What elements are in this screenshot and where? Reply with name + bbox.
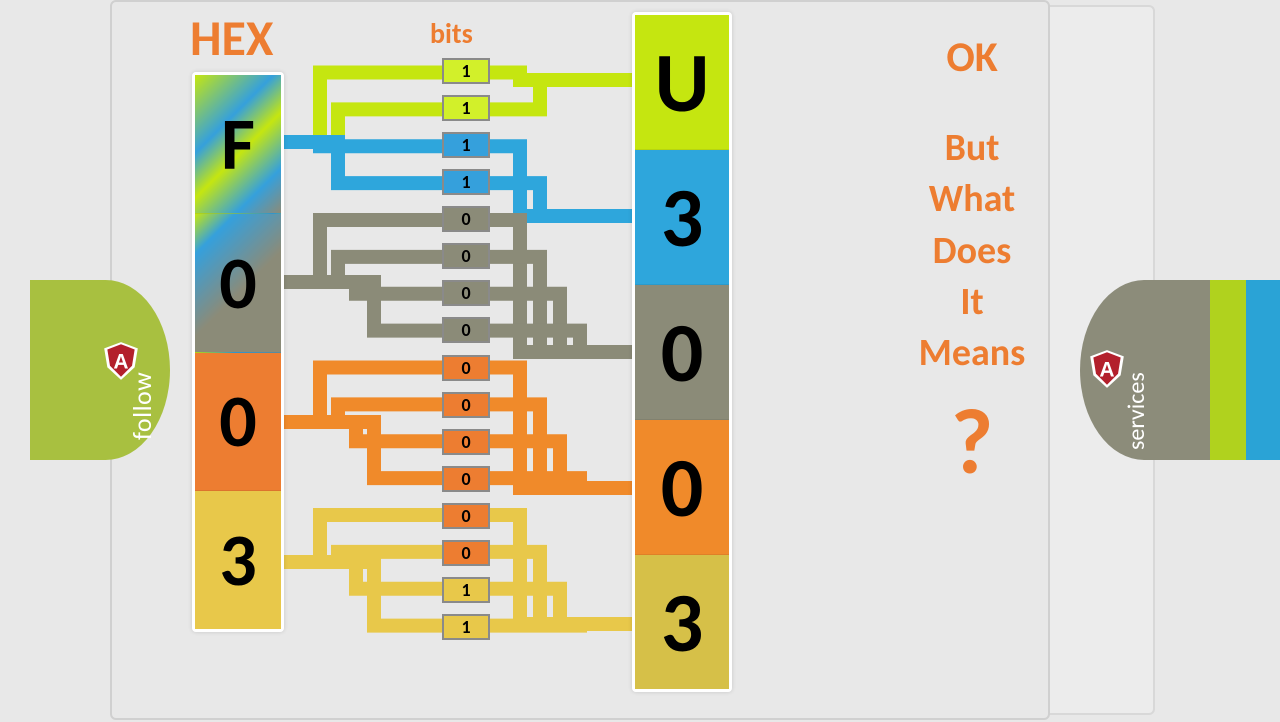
- cell: 0: [635, 420, 729, 555]
- caption-line: But: [832, 123, 1112, 174]
- bit-cell: 0: [442, 206, 490, 232]
- caption-line: What: [832, 174, 1112, 225]
- svg-text:A: A: [1099, 358, 1114, 381]
- caption-line: Means: [832, 328, 1112, 379]
- bit-cell: 1: [442, 614, 490, 640]
- caption-text: OK ButWhatDoesItMeans ?: [832, 32, 1112, 498]
- bit-cell: 0: [442, 466, 490, 492]
- cell: F: [195, 75, 281, 214]
- cell: 0: [195, 353, 281, 492]
- left-tab[interactable]: A follow: [30, 240, 170, 500]
- bit-cell: 0: [442, 540, 490, 566]
- bit-cell: 0: [442, 392, 490, 418]
- cell: 0: [635, 285, 729, 420]
- bit-cell: 1: [442, 132, 490, 158]
- bit-cell: 0: [442, 355, 490, 381]
- hex-left-column: F003: [192, 72, 284, 632]
- caption-question: ?: [832, 385, 1112, 498]
- cell: 0: [195, 214, 281, 353]
- cell: 3: [635, 555, 729, 689]
- bit-cell: 1: [442, 169, 490, 195]
- bit-cell: 1: [442, 58, 490, 84]
- card-main: HEX bits F003 1111000000000011 U3003 OK …: [110, 0, 1050, 720]
- shield-a-icon: A: [1086, 348, 1128, 390]
- bit-cell: 0: [442, 243, 490, 269]
- left-tab-label: follow: [126, 372, 158, 440]
- bit-cell: 1: [442, 577, 490, 603]
- cell: U: [635, 15, 729, 150]
- caption-line: Does: [832, 226, 1112, 277]
- stage: HEX bits F003 1111000000000011 U3003 OK …: [100, 0, 1180, 720]
- bit-cell: 0: [442, 280, 490, 306]
- svg-text:A: A: [113, 350, 128, 373]
- bit-cell: 0: [442, 503, 490, 529]
- cell: 3: [635, 150, 729, 285]
- bit-cell: 0: [442, 429, 490, 455]
- caption-ok: OK: [832, 32, 1112, 83]
- bit-cell: 0: [442, 317, 490, 343]
- caption-line: It: [832, 277, 1112, 328]
- decoded-column: U3003: [632, 12, 732, 692]
- bits-column: 1 1 1 1 0 0 0 0 0 0 0 0 0 0 1 1: [442, 54, 490, 644]
- bit-cell: 1: [442, 95, 490, 121]
- right-tabs: history about services A: [1080, 240, 1250, 500]
- cell: 3: [195, 491, 281, 629]
